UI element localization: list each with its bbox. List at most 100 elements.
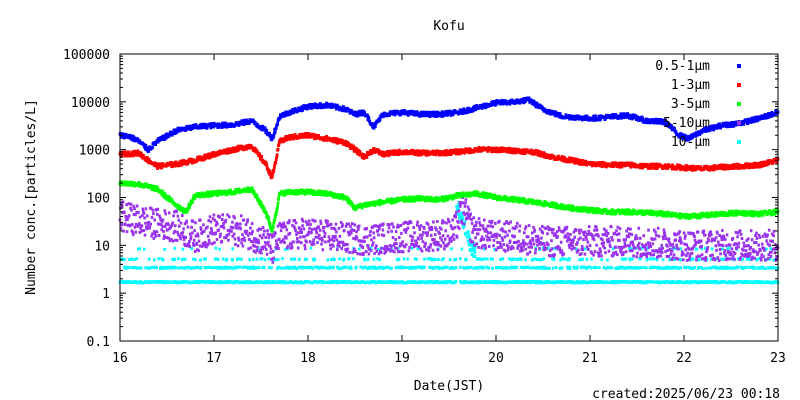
data-point	[595, 225, 598, 229]
data-point	[331, 266, 334, 270]
data-point	[774, 266, 778, 270]
data-point	[462, 201, 465, 205]
data-point	[742, 248, 745, 252]
data-point	[431, 238, 434, 241]
data-point	[616, 225, 620, 229]
data-point	[645, 255, 649, 259]
data-point	[175, 238, 179, 242]
data-point	[672, 258, 675, 262]
data-point	[470, 243, 473, 247]
data-point	[394, 230, 398, 233]
data-point	[525, 242, 528, 246]
data-point	[408, 246, 411, 249]
data-point	[772, 234, 775, 238]
data-point	[507, 245, 510, 249]
data-point	[315, 226, 319, 230]
data-point	[505, 220, 508, 224]
data-point	[442, 241, 445, 245]
data-point	[457, 209, 461, 213]
data-point	[390, 222, 394, 226]
data-point	[746, 255, 749, 258]
data-point	[246, 220, 249, 224]
data-point	[463, 220, 467, 224]
data-point	[548, 227, 551, 231]
data-point	[630, 266, 633, 270]
data-point	[590, 251, 594, 255]
data-point	[401, 240, 404, 244]
data-point	[176, 214, 180, 218]
data-point	[468, 242, 471, 246]
data-point	[774, 257, 778, 261]
data-point	[277, 197, 280, 201]
data-point	[127, 150, 130, 154]
data-point	[496, 266, 499, 270]
data-point	[749, 246, 753, 249]
data-point	[420, 236, 423, 240]
data-point	[581, 265, 584, 269]
data-point	[599, 250, 602, 254]
data-point	[473, 243, 476, 247]
data-point	[236, 222, 239, 226]
data-point	[210, 227, 213, 230]
data-point	[286, 192, 290, 196]
data-point	[368, 247, 371, 251]
data-point	[677, 239, 681, 243]
data-point	[753, 266, 756, 270]
data-point	[727, 266, 731, 270]
data-point	[267, 219, 271, 223]
data-point	[237, 238, 241, 242]
data-point	[586, 240, 590, 244]
data-point	[241, 233, 244, 237]
data-point	[161, 258, 165, 262]
data-point	[552, 247, 555, 251]
data-point	[163, 209, 167, 213]
data-point	[204, 226, 208, 230]
data-point	[615, 233, 619, 237]
data-point	[290, 189, 294, 193]
data-point	[134, 152, 137, 156]
data-point	[258, 234, 262, 238]
data-point	[421, 240, 425, 244]
data-point	[430, 258, 434, 262]
data-point	[423, 245, 426, 249]
data-point	[570, 247, 573, 251]
data-point	[602, 227, 606, 231]
data-point	[398, 244, 402, 248]
data-point	[124, 222, 127, 226]
data-point	[749, 229, 753, 233]
data-point	[573, 235, 577, 239]
data-point	[501, 227, 504, 231]
data-point	[208, 215, 212, 219]
data-point	[138, 222, 141, 226]
data-point	[264, 236, 267, 239]
data-point	[470, 221, 474, 225]
data-point	[623, 244, 627, 248]
data-point	[277, 142, 281, 146]
data-point	[618, 227, 622, 231]
data-point	[248, 237, 251, 241]
data-point	[697, 266, 701, 269]
data-point	[740, 210, 744, 214]
data-point	[526, 235, 530, 239]
data-point	[580, 252, 583, 256]
data-point	[348, 251, 351, 254]
data-point	[245, 231, 248, 235]
data-point	[554, 246, 558, 250]
data-point	[756, 251, 760, 255]
data-point	[436, 241, 440, 245]
data-point	[180, 266, 183, 270]
data-point	[226, 266, 229, 270]
data-point	[499, 243, 502, 247]
data-point	[527, 245, 530, 249]
data-point	[421, 233, 424, 237]
data-point	[216, 222, 219, 226]
data-point	[745, 244, 748, 248]
data-point	[546, 232, 549, 236]
data-point	[429, 266, 432, 270]
data-point	[718, 248, 722, 251]
data-point	[444, 229, 447, 233]
data-point	[590, 266, 593, 270]
data-point	[639, 257, 642, 261]
data-point	[372, 231, 375, 235]
data-point	[492, 196, 496, 200]
